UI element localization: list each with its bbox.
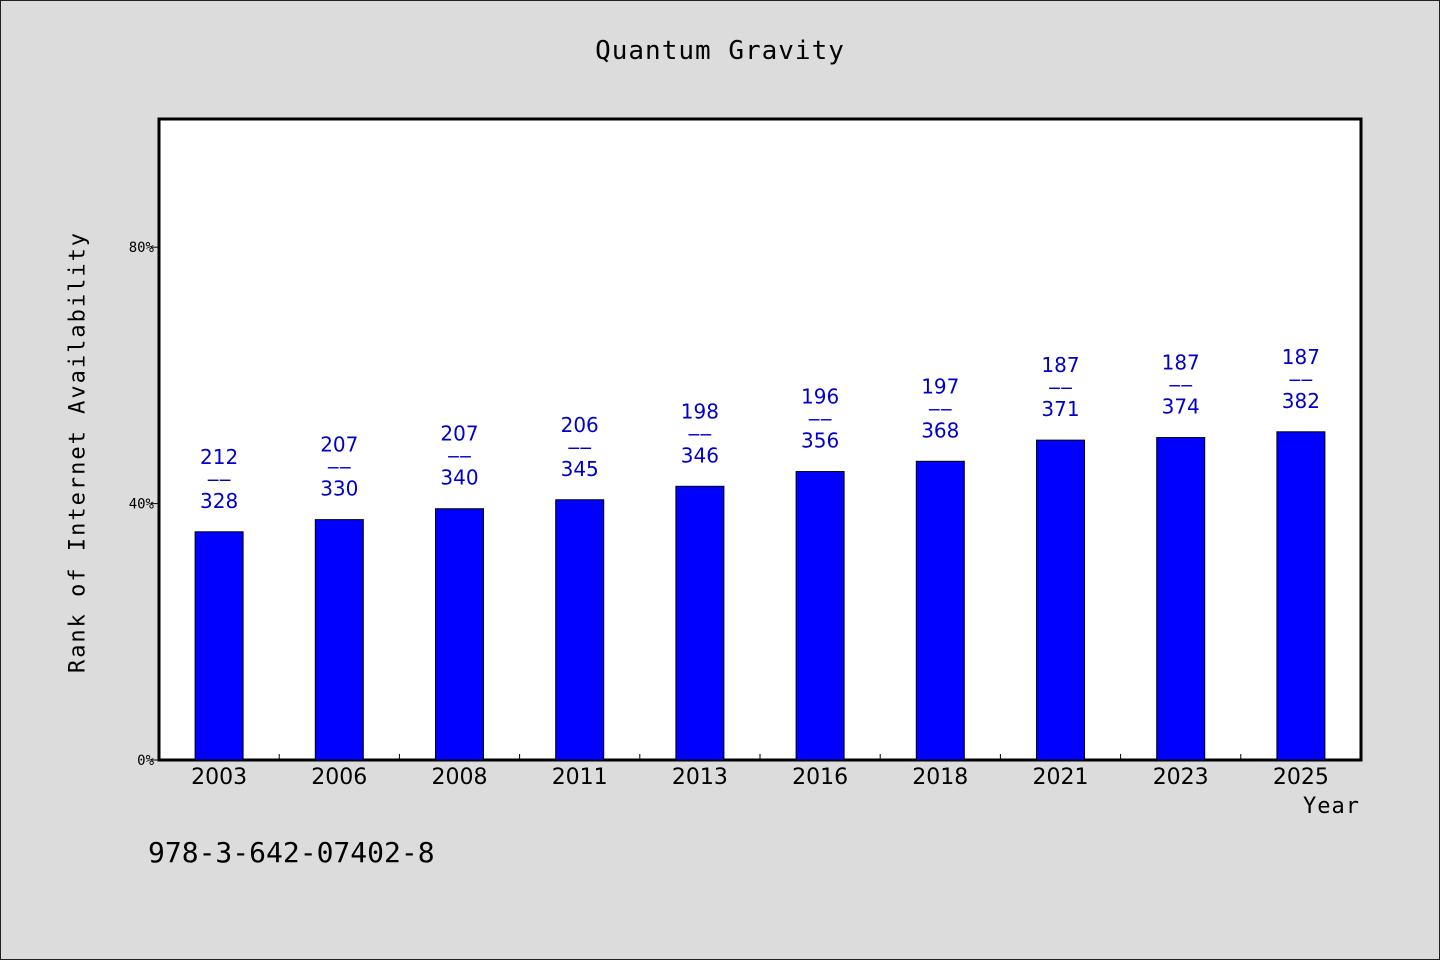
chart-title: Quantum Gravity — [595, 36, 845, 66]
x-tick-label: 2016 — [792, 765, 848, 790]
data-label-top: 197 — [921, 374, 959, 398]
data-label-separator: —— — [928, 396, 952, 420]
data-label-separator: —— — [688, 421, 712, 445]
data-label-bottom: 374 — [1162, 395, 1200, 419]
bar-2008 — [435, 508, 484, 761]
data-label-separator: —— — [1049, 375, 1073, 399]
x-tick-label: 2018 — [912, 765, 968, 790]
data-label-bottom: 340 — [440, 466, 478, 490]
x-tick-label: 2025 — [1273, 765, 1329, 790]
data-label-top: 207 — [440, 422, 478, 446]
bar-2016 — [795, 471, 845, 761]
bar-2011 — [555, 499, 605, 761]
bars-layer — [194, 431, 1326, 761]
data-label-top: 196 — [801, 385, 839, 409]
data-label-top: 187 — [1282, 345, 1320, 369]
data-label-top: 212 — [200, 445, 238, 469]
x-tick-label: 2006 — [311, 765, 367, 790]
ticks-layer: 0% 40% 80% — [129, 240, 1242, 769]
data-label-separator: —— — [568, 435, 592, 459]
x-tick-label: 2008 — [432, 765, 488, 790]
data-label-separator: —— — [808, 407, 832, 431]
bar-2021 — [1036, 439, 1085, 761]
bar-2025 — [1276, 431, 1326, 761]
bar-2006 — [314, 519, 364, 761]
x-tick-label: 2021 — [1033, 765, 1089, 790]
data-label-bottom: 356 — [801, 429, 839, 453]
data-label-separator: —— — [1289, 367, 1313, 391]
data-label-top: 187 — [1041, 353, 1079, 377]
x-tick-label: 2003 — [191, 765, 247, 790]
x-tick-label: 2011 — [552, 765, 608, 790]
data-label-separator: —— — [448, 444, 472, 468]
data-label-separator: —— — [1169, 373, 1193, 397]
data-label-top: 206 — [561, 413, 599, 437]
data-label-bottom: 346 — [681, 443, 719, 467]
data-label-separator: —— — [327, 455, 351, 479]
data-label-bottom: 328 — [200, 489, 238, 513]
labels-layer: 2003212——3282006207——3302008207——3402011… — [191, 345, 1329, 790]
data-label-bottom: 368 — [921, 418, 959, 442]
data-label-bottom: 330 — [320, 477, 358, 501]
x-tick-label: 2023 — [1153, 765, 1209, 790]
bar-2003 — [194, 531, 244, 761]
data-label-top: 187 — [1162, 351, 1200, 375]
y-tick-label: 40% — [129, 497, 155, 513]
bar-2023 — [1156, 437, 1206, 761]
data-label-top: 207 — [320, 433, 358, 457]
isbn-footnote: 978-3-642-07402-8 — [148, 836, 435, 869]
bar-2018 — [915, 460, 965, 761]
y-tick-label: 80% — [129, 240, 155, 256]
data-label-separator: —— — [207, 467, 231, 491]
x-axis-label: Year — [1303, 794, 1360, 819]
y-tick-label: 0% — [137, 753, 154, 769]
x-tick-label: 2013 — [672, 765, 728, 790]
data-label-top: 198 — [681, 399, 719, 423]
data-label-bottom: 382 — [1282, 389, 1320, 413]
bar-2013 — [675, 485, 725, 761]
data-label-bottom: 345 — [561, 457, 599, 481]
data-label-bottom: 371 — [1041, 397, 1079, 421]
